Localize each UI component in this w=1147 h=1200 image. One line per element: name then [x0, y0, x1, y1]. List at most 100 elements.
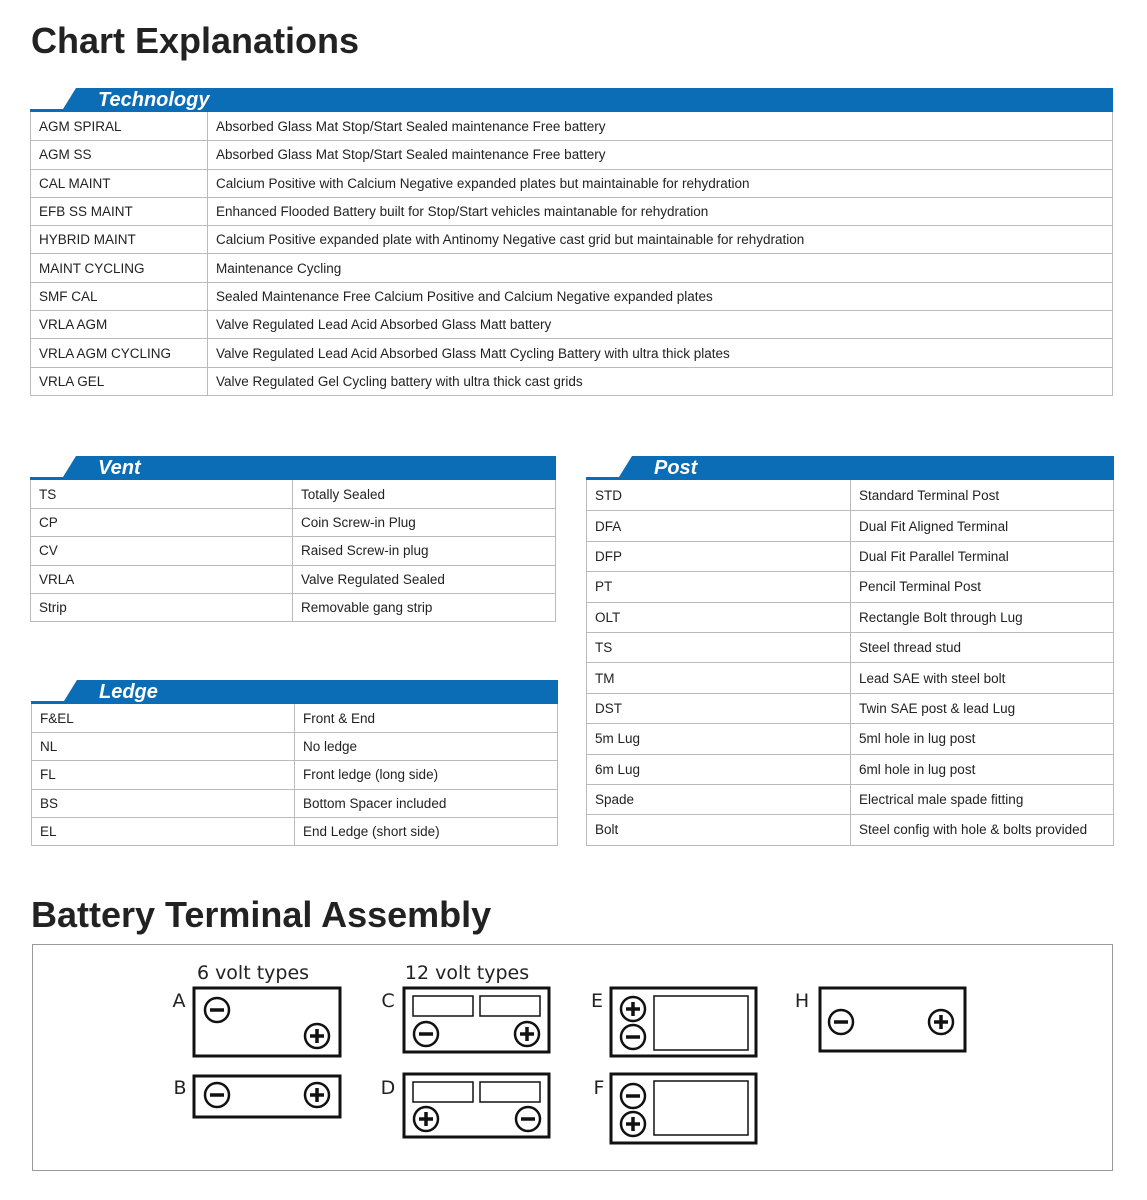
battery-outline — [192, 1074, 342, 1119]
table-body: STD Standard Terminal Post DFA Dual Fit Ali… — [586, 480, 1114, 846]
table-row: SMF CAL Sealed Maintenance Free Calcium P… — [31, 281, 1112, 311]
description-cell: Valve Regulated Lead Acid Absorbed Glass… — [216, 317, 552, 333]
description-cell: Dual Fit Aligned Terminal — [859, 518, 1009, 534]
table-row: TM Lead SAE with steel bolt — [587, 662, 1113, 693]
header-bar — [31, 680, 558, 704]
description-cell: 5ml hole in lug post — [859, 731, 976, 747]
page-title: Chart Explanations — [31, 20, 360, 61]
diagram-label: F — [594, 1077, 605, 1099]
description-cell: Electrical male spade fitting — [859, 792, 1024, 808]
code-cell: CAL MAINT — [31, 169, 208, 197]
code-cell: DFA — [587, 511, 851, 541]
description-cell: Totally Sealed — [301, 486, 386, 502]
header-shape — [586, 456, 1114, 480]
code-cell: TM — [587, 663, 851, 693]
header-bar — [30, 88, 1113, 112]
description-cell: Twin SAE post & lead Lug — [859, 700, 1016, 716]
table-row: VRLA AGM Valve Regulated Lead Acid Absorb… — [31, 310, 1112, 339]
table-row: Strip Removable gang strip — [31, 592, 555, 621]
table-row: VRLA Valve Regulated Sealed — [31, 564, 555, 593]
code-cell: DFP — [587, 541, 851, 572]
diagram-label: E — [591, 990, 603, 1012]
battery-outline — [609, 1072, 758, 1145]
table-row: TS Steel thread stud — [587, 631, 1113, 663]
code-cell: SMF CAL — [31, 282, 208, 311]
battery-outline — [653, 1080, 749, 1136]
table-row: VRLA AGM CYCLING Valve Regulated Lead Aci… — [31, 338, 1112, 367]
table-row: PT Pencil Terminal Post — [587, 571, 1113, 602]
code-cell: F&EL — [32, 704, 295, 733]
table-row: FL Front ledge (long side) — [32, 760, 557, 789]
code-cell: VRLA — [31, 565, 293, 593]
table-body: AGM SPIRAL Absorbed Glass Mat Stop/Start … — [30, 112, 1113, 396]
description-cell: End Ledge (short side) — [303, 823, 440, 839]
table-row: Bolt Steel config with hole & bolts provi… — [587, 814, 1113, 845]
table-row: AGM SPIRAL Absorbed Glass Mat Stop/Start … — [31, 112, 1112, 141]
table-row: TS Totally Sealed — [31, 480, 555, 509]
code-cell: Spade — [587, 784, 851, 815]
vent-table: Vent TS Totally Sealed CP Coin Screw-in Plug… — [30, 456, 556, 622]
battery-outline — [402, 1072, 551, 1139]
code-cell: MAINT CYCLING — [31, 254, 208, 282]
code-cell: CP — [31, 509, 293, 537]
code-cell: VRLA AGM CYCLING — [31, 339, 208, 367]
table-row: CV Raised Screw-in plug — [31, 536, 555, 565]
header-title: Vent — [98, 457, 141, 479]
table-row: CAL MAINT Calcium Positive with Calcium N… — [31, 168, 1112, 197]
header-title: Post — [654, 457, 698, 479]
code-cell: AGM SPIRAL — [31, 112, 208, 141]
description-cell: Rectangle Bolt through Lug — [859, 609, 1023, 625]
table-row: CP Coin Screw-in Plug — [31, 508, 555, 537]
table-row: DST Twin SAE post & lead Lug — [587, 692, 1113, 724]
table-row: EFB SS MAINT Enhanced Flooded Battery bui… — [31, 196, 1112, 226]
table-row: F&EL Front & End — [32, 704, 557, 733]
table-row: STD Standard Terminal Post — [587, 480, 1113, 511]
description-cell: Dual Fit Parallel Terminal — [859, 548, 1009, 564]
code-cell: DST — [587, 693, 851, 724]
table-header: Technology — [30, 88, 1113, 112]
technology-table: Technology AGM SPIRAL Absorbed Glass Mat S… — [30, 88, 1113, 396]
description-cell: Maintenance Cycling — [216, 260, 342, 276]
battery-outline — [479, 1081, 541, 1103]
code-cell: 5m Lug — [587, 724, 851, 754]
description-cell: Sealed Maintenance Free Calcium Positive… — [216, 288, 713, 304]
table-row: DFP Dual Fit Parallel Terminal — [587, 540, 1113, 572]
description-cell: Removable gang strip — [301, 599, 433, 615]
description-cell: Raised Screw-in plug — [301, 543, 429, 559]
group-caption: 12 volt types — [405, 962, 529, 984]
header-bar — [30, 456, 556, 480]
code-cell: Bolt — [587, 815, 851, 845]
code-cell: 6m Lug — [587, 754, 851, 784]
table-row: DFA Dual Fit Aligned Terminal — [587, 510, 1113, 541]
code-cell: OLT — [587, 602, 851, 632]
header-shape — [31, 680, 558, 704]
code-cell: EL — [32, 817, 295, 845]
assembly-box — [32, 944, 1113, 1171]
diagram-label: D — [381, 1077, 396, 1099]
code-cell: BS — [32, 789, 295, 817]
diagram-label: A — [173, 990, 186, 1012]
diagram-label: B — [173, 1077, 186, 1099]
header-shape — [30, 456, 556, 480]
table-row: HYBRID MAINT Calcium Positive expanded pl… — [31, 225, 1112, 254]
description-cell: No ledge — [303, 739, 358, 755]
table-row: BS Bottom Spacer included — [32, 788, 557, 817]
table-body: F&EL Front & End NL No ledge FL Front ledge (… — [31, 704, 558, 846]
code-cell: PT — [587, 572, 851, 602]
code-cell: NL — [32, 733, 295, 761]
code-cell: TS — [31, 480, 293, 509]
diagram-label: C — [381, 990, 394, 1012]
table-row: 5m Lug 5ml hole in lug post — [587, 723, 1113, 754]
header-title: Ledge — [99, 681, 158, 703]
code-cell: TS — [587, 632, 851, 663]
description-cell: Absorbed Glass Mat Stop/Start Sealed mai… — [216, 147, 606, 163]
header-title: Technology — [98, 89, 210, 111]
description-cell: Steel thread stud — [859, 640, 962, 656]
diagram-label: H — [795, 990, 809, 1012]
code-cell: VRLA AGM — [31, 311, 208, 339]
code-cell: Strip — [31, 593, 293, 621]
battery-outline — [609, 986, 758, 1058]
table-header: Post — [586, 456, 1114, 480]
description-cell: Valve Regulated Sealed — [301, 571, 445, 587]
